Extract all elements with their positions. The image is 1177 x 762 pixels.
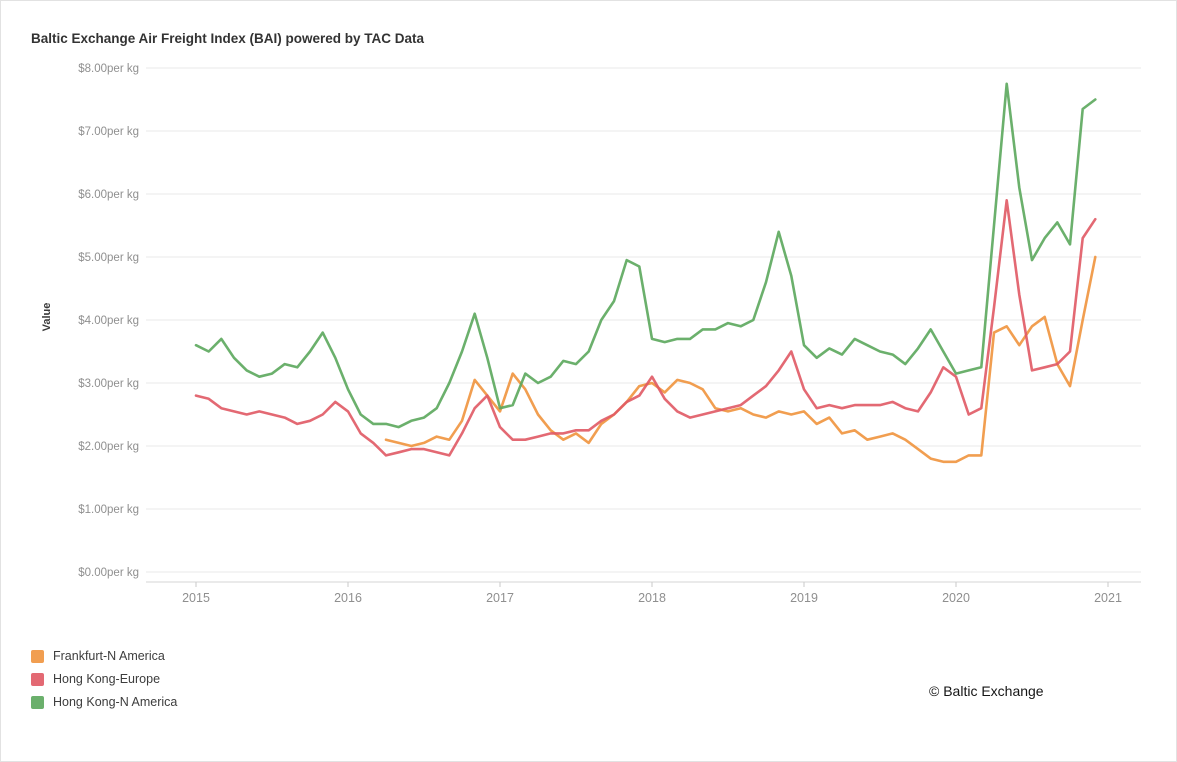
legend-label: Frankfurt-N America <box>53 649 165 663</box>
y-tick-label: $2.00per kg <box>78 441 139 453</box>
y-tick-label: $1.00per kg <box>78 504 139 516</box>
y-tick-label: $8.00per kg <box>78 63 139 75</box>
legend-item-hong-kong-n-america[interactable]: Hong Kong-N America <box>31 695 177 709</box>
y-tick-label: $4.00per kg <box>78 315 139 327</box>
line-chart-svg: $8.00per kg $7.00per kg $6.00per kg $5.00pe… <box>78 63 1141 605</box>
x-tick-label: 2015 <box>182 591 210 605</box>
y-tick-label: $0.00per kg <box>78 567 139 579</box>
copyright-text: © Baltic Exchange <box>929 683 1044 699</box>
series-line-hong-kong-n-america <box>194 82 1097 429</box>
legend-item-hong-kong-europe[interactable]: Hong Kong-Europe <box>31 672 177 686</box>
x-tick-label: 2021 <box>1094 591 1122 605</box>
series-line-hong-kong-europe <box>194 199 1097 457</box>
legend-item-frankfurt-n-america[interactable]: Frankfurt-N America <box>31 649 177 663</box>
legend-label: Hong Kong-N America <box>53 695 178 709</box>
x-tick-label: 2019 <box>790 591 818 605</box>
chart-title: Baltic Exchange Air Freight Index (BAI) … <box>31 31 425 46</box>
series-line-frankfurt-n-america <box>384 255 1097 464</box>
y-tick-label: $7.00per kg <box>78 126 139 138</box>
x-tick-label: 2017 <box>486 591 514 605</box>
legend: Frankfurt-N America Hong Kong-Europe Hon… <box>31 649 177 718</box>
y-tick-label: $3.00per kg <box>78 378 139 390</box>
y-tick-label: $5.00per kg <box>78 252 139 264</box>
y-tick-label: $6.00per kg <box>78 189 139 201</box>
x-tick-label: 2018 <box>638 591 666 605</box>
legend-label: Hong Kong-Europe <box>53 672 161 686</box>
legend-swatch-frankfurt-n-america <box>31 649 44 663</box>
legend-swatch-hong-kong-n-america <box>31 695 44 709</box>
x-tick-label: 2020 <box>942 591 970 605</box>
legend-swatch-hong-kong-europe <box>31 672 44 686</box>
x-tick-label: 2016 <box>334 591 362 605</box>
